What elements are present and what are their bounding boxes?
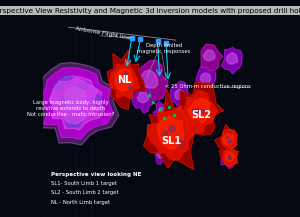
Polygon shape bbox=[60, 96, 73, 104]
Polygon shape bbox=[177, 140, 184, 146]
Polygon shape bbox=[200, 73, 211, 84]
Polygon shape bbox=[144, 90, 204, 169]
Polygon shape bbox=[70, 119, 82, 127]
Polygon shape bbox=[175, 89, 185, 99]
Polygon shape bbox=[225, 151, 235, 161]
Polygon shape bbox=[107, 51, 146, 110]
Polygon shape bbox=[115, 69, 133, 92]
Polygon shape bbox=[79, 82, 90, 89]
Text: Perspective view looking NE: Perspective view looking NE bbox=[51, 172, 142, 177]
Polygon shape bbox=[228, 141, 230, 143]
Polygon shape bbox=[141, 70, 158, 88]
Polygon shape bbox=[230, 157, 232, 159]
Polygon shape bbox=[200, 109, 205, 113]
Polygon shape bbox=[230, 140, 232, 143]
Polygon shape bbox=[221, 130, 237, 149]
Polygon shape bbox=[157, 151, 164, 159]
Polygon shape bbox=[192, 108, 197, 113]
Polygon shape bbox=[203, 50, 215, 61]
Polygon shape bbox=[221, 48, 242, 74]
Polygon shape bbox=[179, 82, 224, 135]
Polygon shape bbox=[124, 72, 128, 75]
Polygon shape bbox=[223, 151, 233, 160]
Text: SL2 - South Limb 2 target: SL2 - South Limb 2 target bbox=[51, 190, 119, 196]
Polygon shape bbox=[128, 86, 132, 90]
Polygon shape bbox=[137, 92, 149, 103]
Polygon shape bbox=[49, 76, 104, 130]
Polygon shape bbox=[153, 101, 171, 125]
Text: NL - North Limb target: NL - North Limb target bbox=[51, 199, 110, 205]
Polygon shape bbox=[201, 44, 223, 71]
Polygon shape bbox=[132, 87, 153, 113]
Text: Depth limited
magnetic responses: Depth limited magnetic responses bbox=[137, 43, 190, 54]
Polygon shape bbox=[228, 155, 230, 157]
Polygon shape bbox=[228, 157, 230, 159]
Polygon shape bbox=[183, 91, 218, 133]
Polygon shape bbox=[215, 125, 237, 156]
Polygon shape bbox=[147, 106, 194, 160]
Polygon shape bbox=[65, 119, 76, 128]
Polygon shape bbox=[158, 107, 167, 117]
Polygon shape bbox=[110, 60, 140, 99]
Polygon shape bbox=[154, 146, 167, 164]
Polygon shape bbox=[52, 82, 63, 90]
Polygon shape bbox=[92, 94, 102, 103]
Text: SL1: SL1 bbox=[161, 136, 182, 146]
Text: < 25 Ohm-m conductive regions: < 25 Ohm-m conductive regions bbox=[165, 84, 251, 89]
Polygon shape bbox=[169, 125, 175, 132]
Polygon shape bbox=[40, 67, 113, 139]
Polygon shape bbox=[196, 66, 216, 91]
Text: SL1- South Limb 1 target: SL1- South Limb 1 target bbox=[51, 181, 117, 186]
Polygon shape bbox=[222, 134, 233, 145]
Polygon shape bbox=[35, 62, 119, 145]
Polygon shape bbox=[170, 81, 190, 108]
Polygon shape bbox=[195, 109, 200, 113]
Polygon shape bbox=[162, 131, 168, 137]
Polygon shape bbox=[50, 78, 98, 124]
Text: NL: NL bbox=[117, 75, 131, 85]
Polygon shape bbox=[188, 98, 210, 122]
Text: Airborne Flight line: Airborne Flight line bbox=[75, 26, 130, 41]
Polygon shape bbox=[223, 149, 237, 167]
Polygon shape bbox=[219, 146, 239, 167]
Polygon shape bbox=[220, 145, 237, 168]
Polygon shape bbox=[60, 75, 72, 84]
Polygon shape bbox=[118, 79, 122, 83]
Text: Large magnetic body, highly
resistive extends to depth
Not conductive - mafic in: Large magnetic body, highly resistive ex… bbox=[27, 100, 114, 117]
Polygon shape bbox=[226, 136, 228, 138]
Text: SL2: SL2 bbox=[191, 110, 212, 120]
Polygon shape bbox=[69, 85, 78, 93]
Polygon shape bbox=[226, 53, 238, 64]
Text: Perspective View Resistivity and Magnetic 3d inversion models with proposed dril: Perspective View Resistivity and Magneti… bbox=[0, 8, 300, 14]
Polygon shape bbox=[64, 86, 86, 109]
Polygon shape bbox=[157, 116, 184, 149]
Polygon shape bbox=[134, 60, 168, 104]
